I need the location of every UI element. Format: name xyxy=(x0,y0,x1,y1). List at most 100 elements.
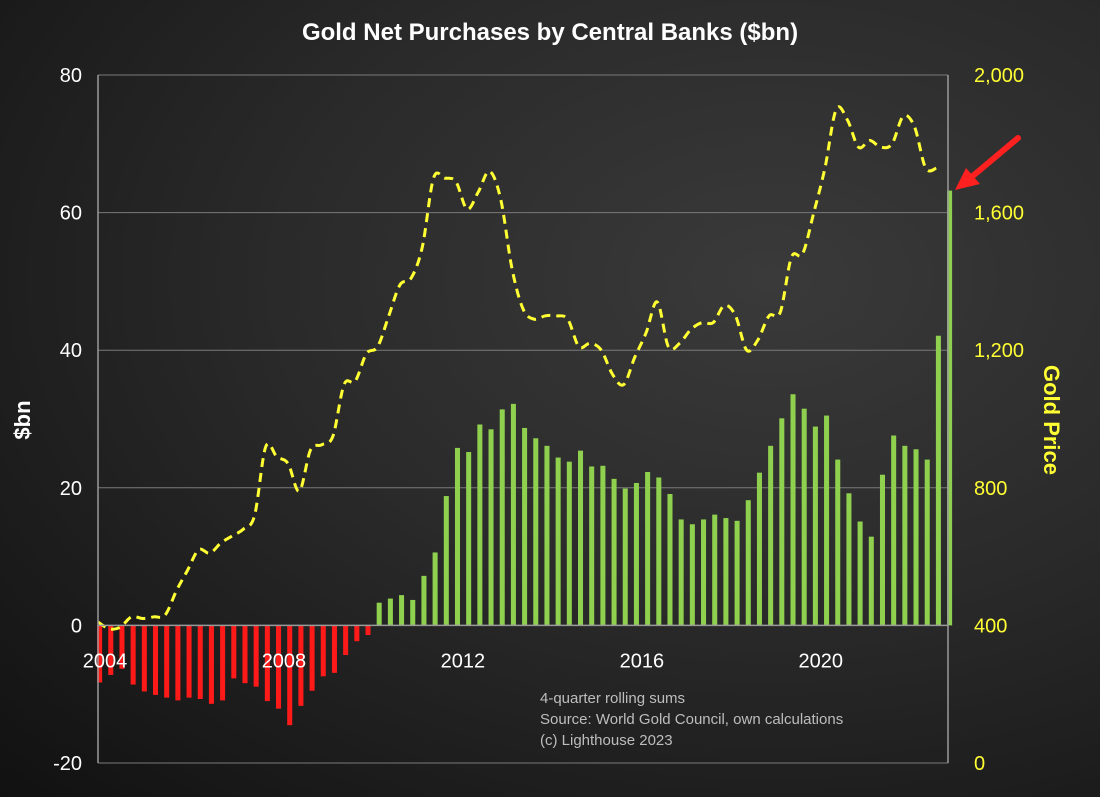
y-tick-label-right: 1,200 xyxy=(974,340,1024,362)
bar xyxy=(645,471,651,626)
bar xyxy=(141,625,147,692)
bar xyxy=(387,598,393,626)
y-tick-label-right: 800 xyxy=(974,478,1007,500)
annotation-line: Source: World Gold Council, own calculat… xyxy=(540,711,843,728)
bar xyxy=(231,625,237,679)
bar xyxy=(220,625,226,701)
bar xyxy=(443,496,449,626)
y-tick-label-left: 0 xyxy=(71,615,82,637)
bar xyxy=(108,625,114,675)
y-tick-label-right: 400 xyxy=(974,615,1007,637)
bar xyxy=(589,466,595,626)
bar xyxy=(611,478,617,626)
bar xyxy=(488,429,494,626)
bar xyxy=(175,625,181,701)
y-tick-label-right: 2,000 xyxy=(974,65,1024,87)
bar xyxy=(667,493,673,626)
x-tick-label: 2008 xyxy=(262,650,307,672)
x-tick-label: 2012 xyxy=(441,650,486,672)
bar xyxy=(309,625,315,691)
bar xyxy=(97,625,103,683)
bar xyxy=(891,435,897,626)
annotation-line: (c) Lighthouse 2023 xyxy=(540,732,673,749)
bar xyxy=(779,418,785,626)
bar xyxy=(622,488,628,626)
bar xyxy=(533,438,539,626)
bar xyxy=(119,625,125,669)
bar xyxy=(365,625,371,636)
bar xyxy=(689,524,695,626)
bar xyxy=(466,452,472,626)
bar xyxy=(868,536,874,626)
gold-price-line xyxy=(97,105,938,631)
bar xyxy=(656,477,662,626)
bar xyxy=(857,521,863,626)
y-tick-label-left: 40 xyxy=(60,340,82,362)
y-tick-label-right: 1,600 xyxy=(974,203,1024,225)
y-tick-label-left: -20 xyxy=(53,753,82,775)
bar-series xyxy=(97,190,953,726)
bar xyxy=(399,595,405,626)
bar xyxy=(600,465,606,626)
bar xyxy=(320,625,326,677)
bar xyxy=(376,602,382,626)
red-arrow-icon xyxy=(955,135,1021,190)
bar xyxy=(477,424,483,626)
bar xyxy=(287,625,293,726)
bar xyxy=(242,625,248,684)
bar xyxy=(723,518,729,626)
left-axis-ticks: -20 0 20 40 60 80 xyxy=(53,65,82,775)
bar xyxy=(510,403,516,626)
bar xyxy=(633,482,639,626)
bar xyxy=(566,461,572,626)
bar xyxy=(264,625,270,702)
bar xyxy=(298,625,304,706)
bar xyxy=(499,409,505,626)
bar xyxy=(756,472,762,626)
bar xyxy=(522,427,528,626)
x-axis-ticks: 2004 2008 2012 2016 2020 xyxy=(83,650,843,672)
y-tick-label-left: 60 xyxy=(60,203,82,225)
bar xyxy=(208,625,214,704)
bar xyxy=(701,519,707,626)
bar xyxy=(197,625,203,700)
bar xyxy=(544,445,550,626)
bar xyxy=(835,459,841,626)
x-tick-label: 2004 xyxy=(83,650,128,672)
bar xyxy=(734,520,740,626)
y-axis-label-right: Gold Price xyxy=(1039,365,1064,475)
x-tick-label: 2020 xyxy=(799,650,844,672)
x-tick-label: 2016 xyxy=(620,650,665,672)
bar xyxy=(410,599,416,626)
bar xyxy=(947,190,953,626)
bar xyxy=(432,552,438,626)
bar xyxy=(555,457,561,626)
bar xyxy=(331,625,337,673)
bar xyxy=(454,447,460,626)
annotations: 4-quarter rolling sums Source: World Gold… xyxy=(540,690,843,749)
y-tick-label-right: 0 xyxy=(974,753,985,775)
bar xyxy=(153,625,159,695)
y-tick-label-left: 80 xyxy=(60,65,82,87)
bar xyxy=(578,450,584,626)
bar xyxy=(276,625,282,709)
bar xyxy=(924,459,930,626)
y-axis-label-left: $bn xyxy=(10,400,35,439)
annotation-line: 4-quarter rolling sums xyxy=(540,690,685,707)
bar xyxy=(164,625,170,698)
bar xyxy=(712,514,718,626)
bar xyxy=(768,445,774,626)
bar xyxy=(421,575,427,626)
right-axis-ticks: 0 400 800 1,200 1,600 2,000 xyxy=(974,65,1024,775)
gold-price-series xyxy=(97,105,938,631)
y-tick-label-left: 20 xyxy=(60,478,82,500)
bar xyxy=(354,625,360,642)
bar xyxy=(186,625,192,698)
bar xyxy=(801,408,807,626)
bar xyxy=(846,493,852,626)
bar xyxy=(902,445,908,626)
bar xyxy=(130,625,136,685)
bar xyxy=(812,426,818,626)
bar xyxy=(935,335,941,626)
